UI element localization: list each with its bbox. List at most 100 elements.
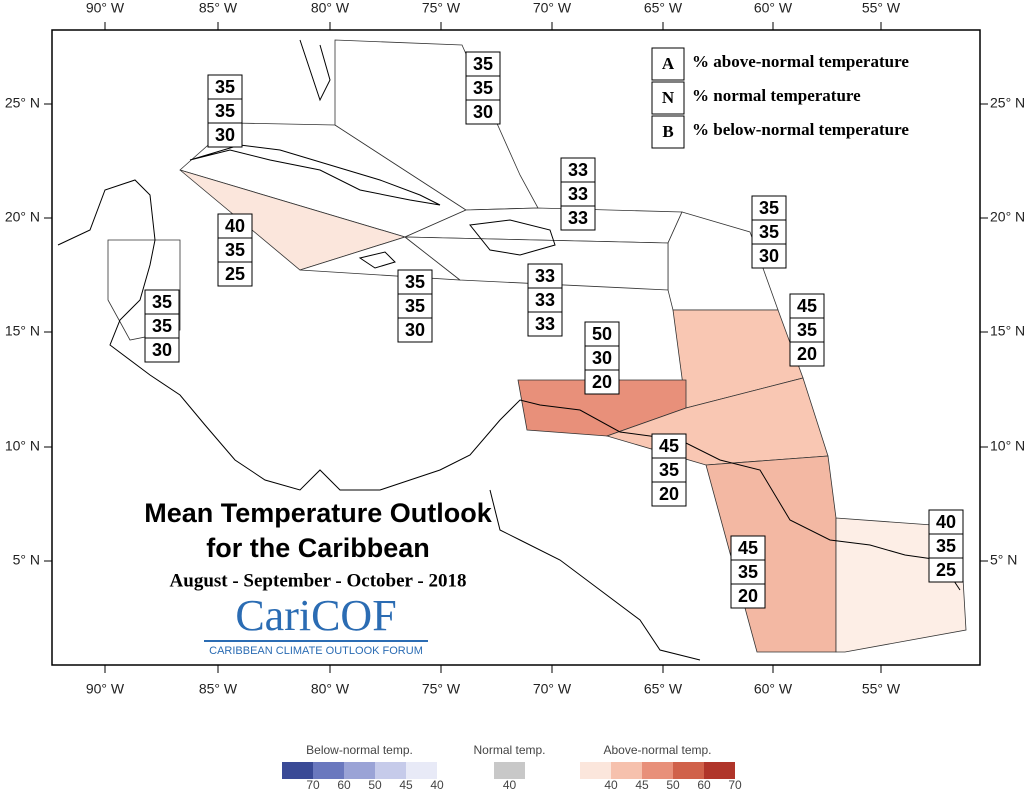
box-cell [465, 99, 501, 125]
probability: 45 [738, 538, 758, 558]
probability: 33 [535, 314, 555, 334]
colorbar-swatch [282, 762, 313, 779]
probability: 35 [473, 54, 493, 74]
probability: 40 [936, 512, 956, 532]
box-cell [789, 293, 825, 319]
key-letter: B [662, 122, 673, 141]
colorbar-label: 60 [697, 778, 711, 791]
colorbar-swatch [344, 762, 375, 779]
box-cell [217, 213, 253, 239]
colorbar-label: 40 [503, 778, 517, 791]
box-cell [144, 337, 180, 363]
probability: 20 [797, 344, 817, 364]
probability: 35 [759, 222, 779, 242]
key-letter: A [662, 54, 675, 73]
lon-label: 55° W [862, 681, 901, 697]
probability: 33 [535, 290, 555, 310]
probability: 33 [568, 184, 588, 204]
colorbar-label: 40 [430, 778, 444, 791]
probability: 35 [225, 240, 245, 260]
lon-label: 70° W [533, 681, 572, 697]
box-cell [527, 311, 563, 337]
lon-label: 85° W [199, 0, 238, 16]
hispaniola [469, 219, 556, 256]
probability: 40 [225, 216, 245, 236]
key-letter: N [662, 88, 675, 107]
probability: 35 [405, 272, 425, 292]
lat-label: 20° N [990, 209, 1025, 225]
lon-label: 75° W [422, 0, 461, 16]
colorbar-label: 70 [306, 778, 320, 791]
regions [107, 39, 967, 653]
box-cell [928, 557, 964, 583]
probability: 30 [473, 102, 493, 122]
probability: 20 [659, 484, 679, 504]
probability: 45 [797, 296, 817, 316]
probability: 35 [797, 320, 817, 340]
colorbar-label: 45 [635, 778, 649, 791]
probability: 33 [568, 160, 588, 180]
key: A % above-normal temperature N % normal tem… [651, 47, 909, 149]
lon-label: 85° W [199, 681, 238, 697]
cuba [189, 144, 441, 206]
probability: 30 [215, 125, 235, 145]
probability: 25 [936, 560, 956, 580]
probability: 30 [759, 246, 779, 266]
lon-label: 65° W [644, 681, 683, 697]
lat-label: 20° N [5, 209, 40, 225]
probability: 30 [405, 320, 425, 340]
colorbar-swatch [704, 762, 735, 779]
box-cell [651, 457, 687, 483]
lat-label: 15° N [5, 323, 40, 339]
lon-label: 65° W [644, 0, 683, 16]
probability: 35 [759, 198, 779, 218]
key-text: % below-normal temperature [692, 120, 909, 139]
lon-label: 80° W [311, 681, 350, 697]
colorbar-swatch [313, 762, 344, 779]
lat-label: 25° N [990, 95, 1025, 111]
colorbar-label: 45 [399, 778, 413, 791]
lon-label: 75° W [422, 681, 461, 697]
box-cell [789, 317, 825, 343]
probability: 35 [738, 562, 758, 582]
box-cell [730, 559, 766, 585]
probability: 35 [405, 296, 425, 316]
colorbar-label: 50 [666, 778, 680, 791]
colorbar-swatch [611, 762, 642, 779]
box-cell [397, 293, 433, 319]
jamaica [358, 251, 396, 269]
axes: 90° W 90° W 85° W 85° W 80° W 80° W 75° W 75° W… [5, 0, 1025, 697]
colorbar-swatch [406, 762, 437, 779]
box-cell [751, 243, 787, 269]
colorbar-swatch [494, 762, 525, 779]
title-line-2: for the Caribbean [206, 533, 430, 563]
box-cell [217, 237, 253, 263]
key-box [651, 47, 685, 81]
box-cell [584, 321, 620, 347]
lon-label: 60° W [754, 0, 793, 16]
colorbar-label: 40 [604, 778, 618, 791]
probability: 35 [473, 78, 493, 98]
colorbar-title: Below-normal temp. [306, 743, 413, 757]
probability: 35 [152, 316, 172, 336]
probability: 30 [152, 340, 172, 360]
lat-label: 10° N [5, 438, 40, 454]
period: August - September - October - 2018 [170, 570, 467, 591]
colorbar-label: 70 [728, 778, 742, 791]
box-cell [651, 433, 687, 459]
probability: 33 [568, 208, 588, 228]
probability: 33 [535, 266, 555, 286]
lat-label: 5° N [990, 552, 1017, 568]
box-cell [928, 509, 964, 535]
box-cell [397, 317, 433, 343]
probability: 30 [592, 348, 612, 368]
probability: 25 [225, 264, 245, 284]
box-cell [207, 122, 243, 148]
probability: 50 [592, 324, 612, 344]
box-cell [527, 263, 563, 289]
key-text: % normal temperature [692, 86, 861, 105]
box-cell [730, 583, 766, 609]
coastlines [57, 39, 961, 661]
box-cell [465, 75, 501, 101]
